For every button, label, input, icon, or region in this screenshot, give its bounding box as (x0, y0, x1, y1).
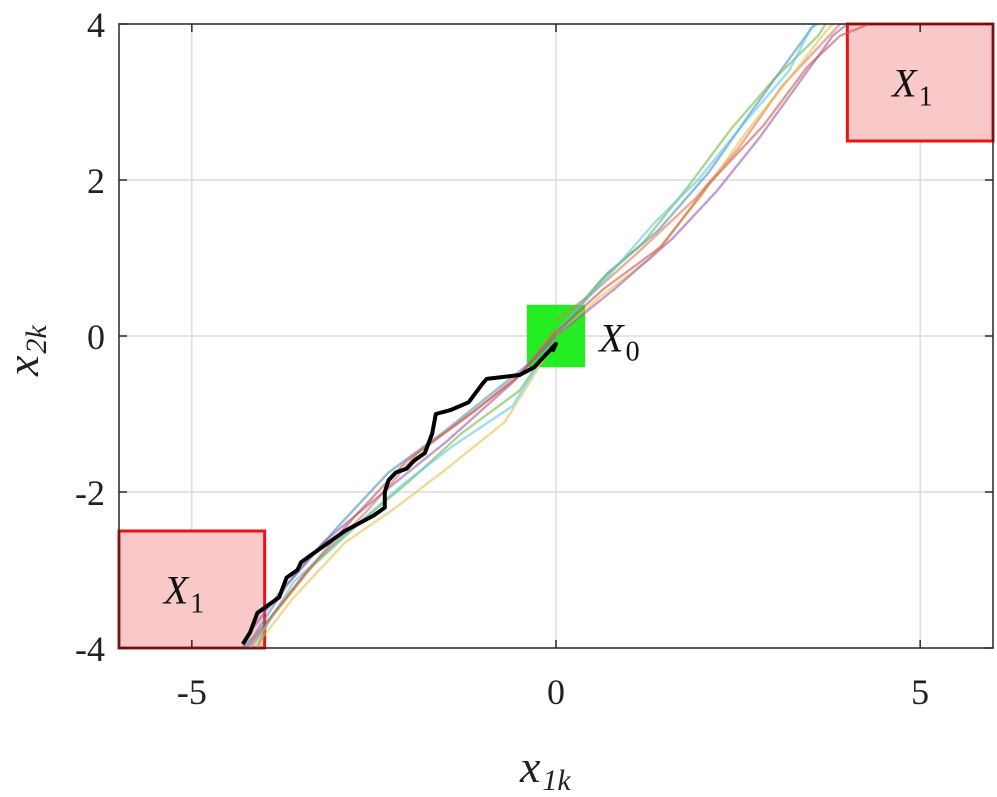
region-label-base: X (597, 316, 625, 361)
highlight-trajectory-line (241, 341, 558, 646)
region-label-base: X (162, 568, 190, 613)
trajectory-line (558, 23, 827, 329)
trajectory-line (256, 350, 550, 645)
region-X1 (845, 22, 995, 143)
trajectory-line (555, 23, 849, 337)
x-tick-label: 5 (911, 672, 929, 712)
ticks: -5 0 5 -4 -2 0 2 4 (75, 5, 993, 712)
region-label: X1 (162, 568, 204, 620)
region-label: X0 (597, 316, 639, 368)
y-tick-label: 4 (87, 5, 105, 45)
trajectory-line (245, 331, 557, 649)
region-label-sub: 1 (919, 82, 933, 113)
y-axis-label: x2k (0, 325, 53, 377)
region-label: X1 (890, 61, 932, 113)
region-label-base: X (890, 61, 918, 106)
trajectory-line (241, 335, 557, 649)
region-X1 (117, 529, 267, 650)
x-axis-label: x1k (519, 741, 571, 797)
trajectories (241, 22, 870, 649)
trajectory-line (555, 22, 870, 333)
trajectory-line (555, 23, 834, 337)
region-label-sub: 0 (626, 337, 640, 368)
highlight-trajectory (241, 341, 558, 646)
x-tick-label: -5 (177, 672, 207, 712)
trajectory-line (249, 347, 550, 649)
y-tick-label: -2 (75, 473, 105, 513)
y-axis-title-base: x (0, 355, 48, 377)
x-axis-title-base: x (519, 741, 541, 792)
region-label-sub: 1 (190, 589, 204, 620)
y-tick-label: -4 (75, 629, 105, 669)
y-axis-title: x2k (0, 325, 53, 377)
x-axis-title-sub: 1k (542, 764, 571, 797)
y-tick-label: 0 (87, 317, 105, 357)
x-axis-title: x1k (519, 741, 571, 797)
y-tick-label: 2 (87, 161, 105, 201)
x-tick-label: 0 (547, 672, 565, 712)
y-axis-title-sub: 2k (20, 325, 53, 354)
trajectory-line (555, 22, 819, 333)
